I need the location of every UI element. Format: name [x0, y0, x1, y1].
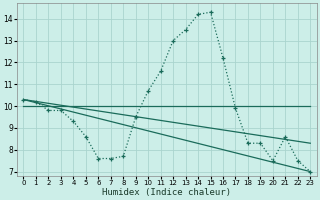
X-axis label: Humidex (Indice chaleur): Humidex (Indice chaleur): [102, 188, 231, 197]
